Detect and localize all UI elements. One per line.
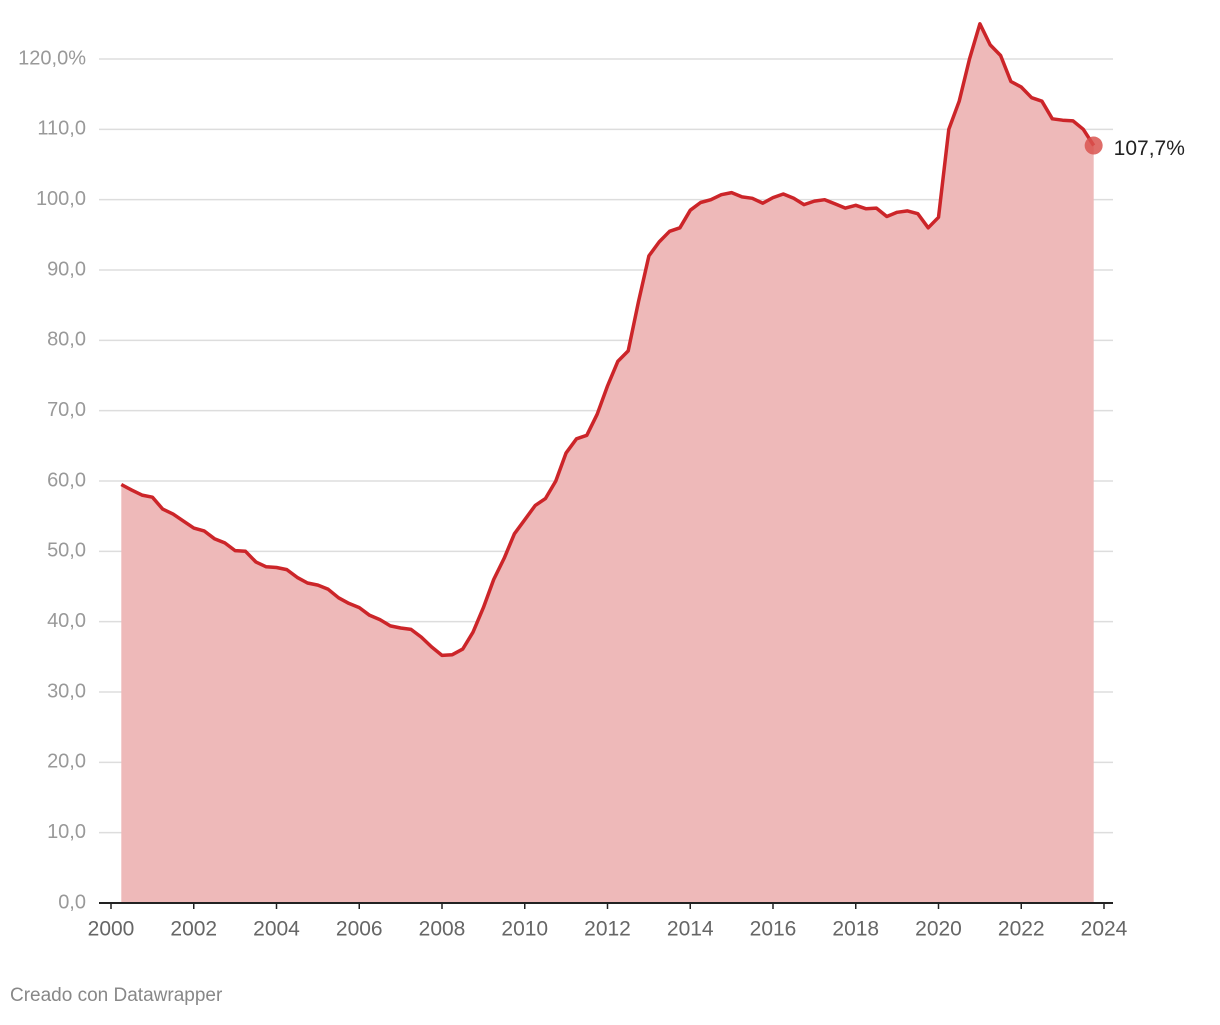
x-tick-label: 2000	[88, 918, 135, 941]
y-tick-label: 120,0%	[18, 47, 86, 69]
y-tick-label: 90,0	[47, 258, 86, 280]
y-tick-label: 50,0	[47, 540, 86, 562]
x-tick-label: 2002	[170, 918, 217, 941]
y-tick-label: 110,0	[37, 118, 86, 140]
x-tick-label: 2024	[1081, 918, 1128, 941]
credit: Creado con Datawrapper	[10, 985, 223, 1006]
y-tick-label: 10,0	[47, 821, 86, 843]
x-tick-label: 2014	[667, 918, 714, 941]
y-tick-label: 20,0	[47, 751, 86, 773]
y-tick-label: 100,0	[36, 188, 86, 210]
y-tick-label: 30,0	[47, 680, 86, 702]
y-tick-label: 70,0	[47, 399, 86, 421]
x-tick-label: 2010	[501, 918, 548, 941]
x-tick-label: 2006	[336, 918, 383, 941]
x-tick-label: 2016	[750, 918, 797, 941]
x-tick-label: 2012	[584, 918, 631, 941]
end-dot	[1084, 136, 1103, 155]
x-tick-label: 2008	[419, 918, 466, 941]
line	[120, 22, 1096, 658]
x-tick-label: 2020	[915, 918, 962, 941]
y-tick-label: 60,0	[47, 469, 86, 491]
y-tick-label: 40,0	[47, 610, 86, 632]
x-tick-label: 2018	[832, 918, 879, 941]
y-tick-label: 0,0	[58, 891, 86, 913]
value-label: 107,7%	[1114, 137, 1185, 160]
x-tick-label: 2004	[253, 918, 300, 941]
y-tick-label: 80,0	[47, 329, 86, 351]
area	[121, 23, 1094, 904]
x-tick-label: 2022	[998, 918, 1045, 941]
